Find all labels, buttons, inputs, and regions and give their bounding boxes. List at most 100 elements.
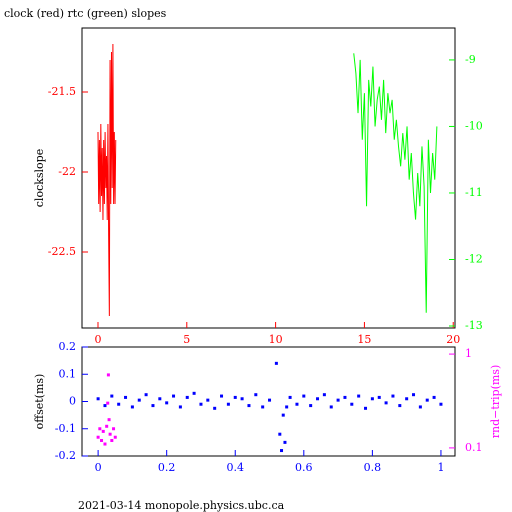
scatter-point	[226, 402, 230, 406]
scatter-point	[281, 413, 285, 417]
scatter-point	[391, 394, 395, 398]
scatter-point	[110, 438, 114, 442]
scatter-point	[405, 397, 409, 401]
line-series	[97, 43, 117, 317]
x-tick-label: 0.8	[364, 461, 382, 474]
scatter-point	[370, 397, 374, 401]
y2-tick-label: 1	[465, 347, 472, 360]
x-tick-label: 10	[269, 333, 283, 346]
scatter-point	[274, 361, 278, 365]
y-tick-label: -0.1	[55, 422, 76, 435]
x-tick-label: 5	[183, 333, 190, 346]
x-tick-label: 0.6	[295, 461, 313, 474]
y-tick-label: 0.1	[59, 367, 77, 380]
scatter-point	[384, 401, 388, 405]
scatter-point	[432, 395, 436, 399]
scatter-point	[105, 424, 109, 428]
scatter-point	[280, 449, 284, 453]
y2-tick-label: -9	[465, 53, 476, 66]
scatter-point	[113, 435, 117, 439]
scatter-point	[220, 394, 224, 398]
y2-tick-label: -12	[465, 252, 483, 265]
scatter-point	[288, 395, 292, 399]
footer: 2021-03-14 monopole.physics.ubc.ca	[78, 499, 285, 512]
scatter-point	[295, 402, 299, 406]
y-axis-label: offset(ms)	[33, 374, 46, 430]
line-series	[353, 53, 438, 313]
scatter-point	[283, 440, 287, 444]
scatter-point	[98, 427, 102, 431]
scatter-point	[107, 418, 111, 422]
y-axis-label: clockslope	[33, 149, 46, 207]
scatter-point	[106, 401, 110, 405]
scatter-point	[178, 405, 182, 409]
scatter-point	[151, 404, 155, 408]
scatter-point	[425, 398, 429, 402]
x-tick-label: 0.4	[226, 461, 244, 474]
scatter-point	[268, 398, 272, 402]
scatter-point	[285, 405, 289, 409]
y2-tick-label: -11	[465, 186, 483, 199]
scatter-point	[240, 397, 244, 401]
x-tick-label: 0	[94, 333, 101, 346]
y2-tick-label: 0.1	[465, 441, 483, 454]
y2-axis-label: rnd−trip(ms)	[489, 365, 502, 439]
scatter-point	[350, 402, 354, 406]
scatter-point	[213, 406, 217, 410]
x-tick-label: 0.2	[158, 461, 176, 474]
scatter-point	[106, 373, 110, 377]
scatter-point	[343, 395, 347, 399]
scatter-point	[398, 404, 402, 408]
scatter-point	[117, 402, 121, 406]
scatter-point	[172, 394, 176, 398]
y2-tick-label: -13	[465, 319, 483, 332]
y-tick-label: -21.5	[48, 85, 76, 98]
scatter-point	[110, 394, 114, 398]
scatter-point	[185, 395, 189, 399]
scatter-point	[101, 429, 105, 433]
scatter-point	[302, 394, 306, 398]
scatter-point	[96, 435, 100, 439]
x-tick-label: 15	[357, 333, 371, 346]
scatter-point	[96, 397, 100, 401]
scatter-point	[165, 401, 169, 405]
scatter-point	[418, 405, 422, 409]
scatter-point	[412, 393, 416, 397]
scatter-point	[309, 404, 313, 408]
scatter-point	[322, 393, 326, 397]
scatter-point	[192, 391, 196, 395]
y2-tick-label: -10	[465, 119, 483, 132]
chart-title: clock (red) rtc (green) slopes	[4, 7, 167, 20]
scatter-point	[199, 402, 203, 406]
y-tick-label: 0	[69, 395, 76, 408]
x-tick-label: 20	[446, 333, 460, 346]
scatter-point	[329, 405, 333, 409]
x-tick-label: 0	[95, 461, 102, 474]
scatter-point	[144, 393, 148, 397]
scatter-point	[247, 404, 251, 408]
y-tick-label: -0.2	[55, 449, 76, 462]
y-tick-label: -22	[58, 165, 76, 178]
scatter-point	[112, 427, 116, 431]
scatter-point	[206, 398, 210, 402]
scatter-point	[336, 398, 340, 402]
scatter-point	[357, 394, 361, 398]
y-tick-label: 0.2	[59, 340, 77, 353]
scatter-point	[261, 405, 265, 409]
scatter-point	[439, 402, 443, 406]
scatter-point	[158, 397, 162, 401]
scatter-point	[130, 405, 134, 409]
scatter-point	[103, 442, 107, 446]
scatter-point	[233, 395, 237, 399]
scatter-point	[254, 393, 258, 397]
plot-frame	[81, 27, 456, 329]
scatter-point	[137, 398, 141, 402]
x-tick-label: 1	[437, 461, 444, 474]
scatter-point	[278, 432, 282, 436]
scatter-point	[100, 438, 104, 442]
y-tick-label: -22.5	[48, 245, 76, 258]
scatter-point	[316, 397, 320, 401]
scatter-point	[364, 406, 368, 410]
scatter-point	[377, 395, 381, 399]
